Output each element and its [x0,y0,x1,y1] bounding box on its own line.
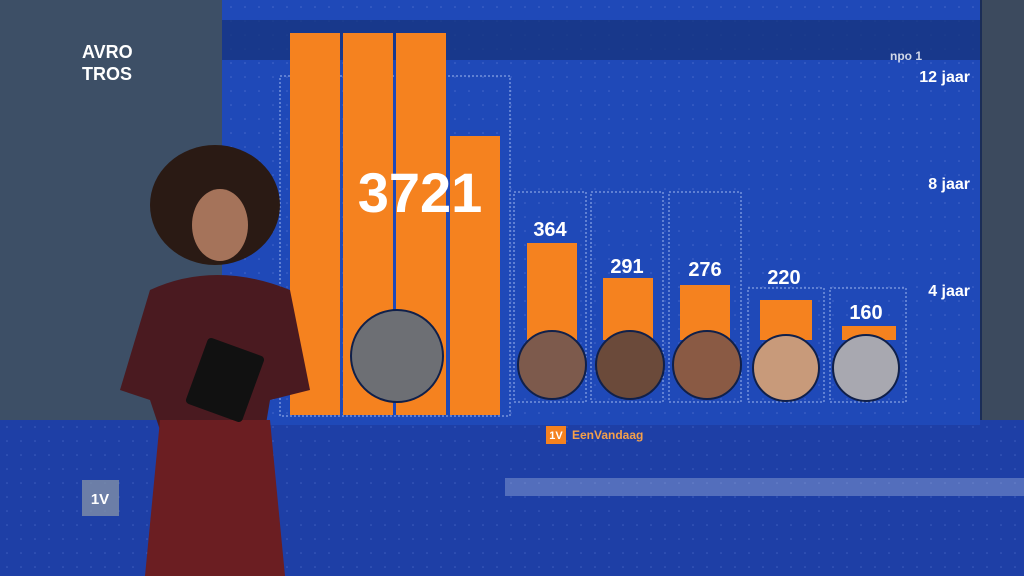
corner-badge: 1V [91,491,109,508]
glass-table [505,478,1024,496]
value-label: 160 [849,302,882,324]
axis-label: 4 jaar [928,283,970,300]
axis-labels: 12 jaar 8 jaar 4 jaar [919,69,970,300]
logo: AVRO [82,42,133,62]
value-label: 220 [767,267,800,289]
presenter [120,145,310,576]
footer-badge-bg [546,426,566,444]
corner-badge-bg [82,480,119,516]
frames [279,75,907,417]
window-right [982,0,1024,420]
axis-label: 12 jaar [919,69,970,86]
footer-name: EenVandaag [572,428,643,442]
logo: TROS [82,64,132,84]
value-labels: 3721 364 291 276 220 160 [358,161,883,324]
broadcaster-logo: npo 1 [890,49,922,63]
value-label: 3721 [358,161,483,224]
value-label: 291 [610,256,643,278]
axis-label: 8 jaar [928,176,970,193]
value-label: 276 [688,259,721,281]
portraits [350,309,900,403]
footer-badge: 1V [549,430,563,442]
value-label: 364 [533,219,567,241]
